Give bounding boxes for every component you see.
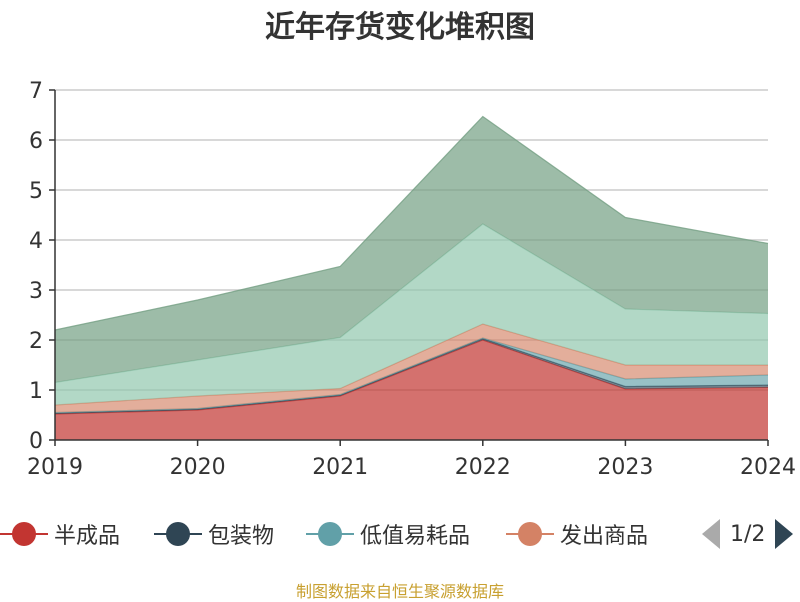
y-tick-label: 1 bbox=[29, 379, 43, 404]
pager-next-icon[interactable] bbox=[775, 519, 794, 549]
area-series-5[interactable] bbox=[55, 116, 768, 383]
x-tick-label: 2019 bbox=[27, 455, 83, 480]
series-line-5 bbox=[54, 115, 769, 331]
y-tick-label: 4 bbox=[29, 229, 43, 254]
legend: 半成品 包装物 低值易耗品 发出商品 1/2 bbox=[0, 514, 800, 554]
y-tick-label: 0 bbox=[29, 429, 43, 454]
legend-marker-icon bbox=[306, 514, 354, 554]
y-tick-label: 5 bbox=[29, 179, 43, 204]
y-tick-label: 6 bbox=[29, 129, 43, 154]
x-tick-label: 2021 bbox=[312, 455, 368, 480]
area-series-3[interactable] bbox=[55, 324, 768, 413]
y-tick-label: 3 bbox=[29, 279, 43, 304]
area-series-group bbox=[54, 115, 769, 440]
legend-label: 包装物 bbox=[208, 524, 275, 549]
pager-page-indicator: 1/2 bbox=[730, 521, 766, 547]
legend-item-goods-shipped[interactable]: 发出商品 bbox=[506, 514, 648, 554]
area-series-4[interactable] bbox=[55, 224, 768, 405]
legend-marker-icon bbox=[154, 514, 202, 554]
y-tick-label: 2 bbox=[29, 329, 43, 354]
legend-marker-icon bbox=[506, 514, 554, 554]
legend-label: 半成品 bbox=[54, 524, 121, 549]
source-note: 制图数据来自恒生聚源数据库 bbox=[295, 582, 504, 601]
legend-marker-icon bbox=[0, 514, 48, 554]
legend-label: 低值易耗品 bbox=[360, 524, 471, 549]
x-tick-label: 2022 bbox=[455, 455, 511, 480]
legend-item-semi-finished[interactable]: 半成品 bbox=[0, 514, 120, 554]
y-tick-label: 7 bbox=[29, 79, 43, 104]
x-tick-label: 2023 bbox=[597, 455, 653, 480]
legend-item-packaging[interactable]: 包装物 bbox=[154, 514, 274, 554]
legend-item-consumables[interactable]: 低值易耗品 bbox=[306, 514, 470, 554]
legend-label: 发出商品 bbox=[560, 524, 649, 549]
chart-title: 近年存货变化堆积图 bbox=[265, 10, 535, 45]
axes: 0 1 2 3 4 5 6 7 2019 2020 2021 2022 2023 2024 bbox=[27, 79, 796, 480]
pager-prev-icon[interactable] bbox=[702, 519, 720, 549]
area-series-0[interactable] bbox=[55, 340, 768, 440]
x-tick-label: 2024 bbox=[740, 455, 796, 480]
x-tick-label: 2020 bbox=[170, 455, 226, 480]
legend-pager: 1/2 bbox=[702, 514, 794, 554]
